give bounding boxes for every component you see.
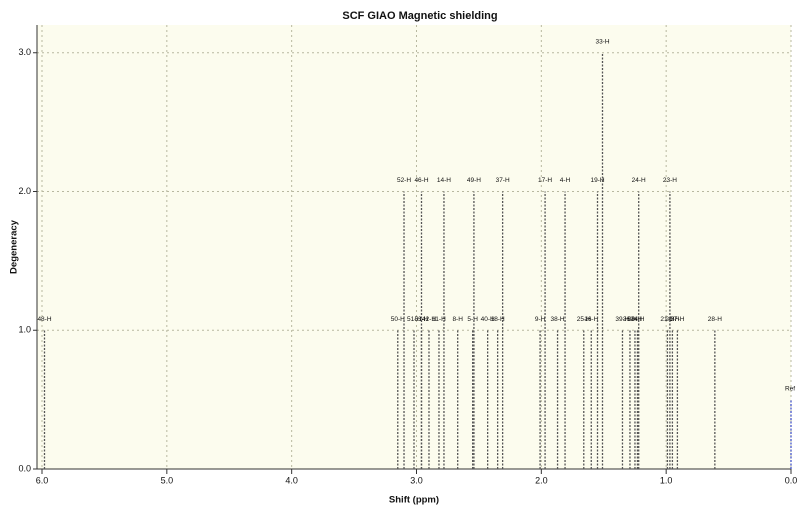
peak-label: 49-H <box>467 177 481 184</box>
peak-label: 30-H <box>628 316 642 323</box>
peak-label: 24-H <box>632 177 646 184</box>
peak-label: 11-H <box>432 316 446 323</box>
peak-label: 40-H <box>481 316 495 323</box>
peak-label: 27-H <box>670 316 684 323</box>
peak-label: 38-H <box>551 316 565 323</box>
y-tick-label: 3.0 <box>18 47 31 57</box>
peak-label: 28-H <box>708 316 722 323</box>
y-axis-label: Degeneracy <box>9 219 20 274</box>
peak-label: 52-H <box>397 177 411 184</box>
peak-label: 39-H <box>615 316 629 323</box>
x-tick-label: 1.0 <box>660 475 673 485</box>
peak-label: 17-H <box>538 177 552 184</box>
x-tick-label: 2.0 <box>535 475 548 485</box>
x-axis-label: Shift (ppm) <box>389 495 439 506</box>
peak-label: 51-H <box>407 316 421 323</box>
peak-label: 42-H <box>422 316 436 323</box>
peak-label: 53-H <box>414 316 428 323</box>
peak-label: 18-H <box>491 316 505 323</box>
x-tick-label: 3.0 <box>410 475 423 485</box>
peak-label: 34-H <box>630 316 644 323</box>
peak-label: 36-H <box>623 316 637 323</box>
peak-label: 14-H <box>437 177 451 184</box>
x-tick-label: 6.0 <box>36 475 49 485</box>
peak-label: 50-H <box>391 316 405 323</box>
peak-label: 46-H <box>414 177 428 184</box>
x-tick-label: 0.0 <box>785 475 798 485</box>
y-tick-label: 2.0 <box>18 186 31 196</box>
peak-label: 9-H <box>535 316 546 323</box>
peak-label: 16-H <box>584 316 598 323</box>
peak-label: 4-H <box>560 177 571 184</box>
peak-label: 23-H <box>663 177 677 184</box>
peak-label: 37-H <box>496 177 510 184</box>
peak-label: 21-H <box>660 316 674 323</box>
peak-label: 8-H <box>452 316 463 323</box>
chart-title: SCF GIAO Magnetic shielding <box>342 10 497 22</box>
x-tick-label: 5.0 <box>161 475 174 485</box>
peak-label: 19-H <box>590 177 604 184</box>
peak-label: 33-H <box>595 38 609 45</box>
reference-label: Ref <box>785 385 795 392</box>
peak-label: 25-H <box>577 316 591 323</box>
peak-label: 5-H <box>467 316 478 323</box>
y-tick-label: 1.0 <box>18 325 31 335</box>
y-tick-label: 0.0 <box>18 463 31 473</box>
peak-label: 20-H <box>665 316 679 323</box>
x-tick-label: 4.0 <box>285 475 298 485</box>
peak-label: 48-H <box>37 316 51 323</box>
